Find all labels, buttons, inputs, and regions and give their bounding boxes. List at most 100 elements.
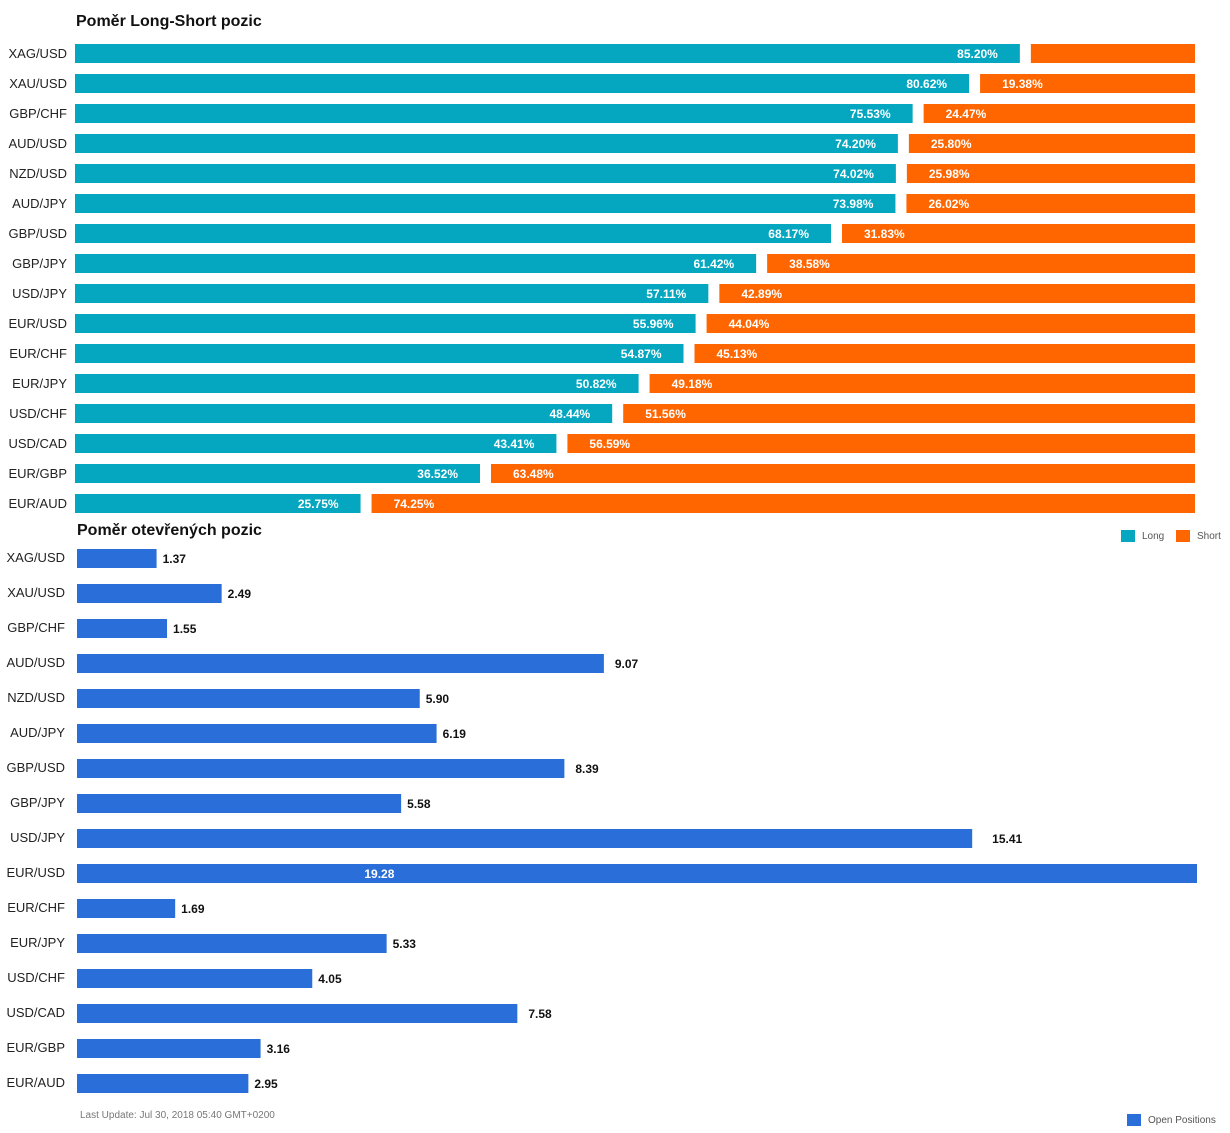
long-bar-gbp-usd (75, 224, 832, 243)
open-value-label-usd-cad: 7.58 (528, 1007, 552, 1021)
long-short-category-label-usd-jpy: USD/JPY (12, 286, 67, 301)
long-value-label-gbp-chf: 75.53% (850, 107, 891, 121)
long-bar-xag-usd (75, 44, 1020, 63)
open-category-label-xau-usd: XAU/USD (7, 585, 65, 600)
open-category-label-gbp-jpy: GBP/JPY (10, 795, 65, 810)
long-bar-eur-jpy (75, 374, 639, 393)
long-value-label-eur-gbp: 36.52% (417, 467, 458, 481)
open-bar-xag-usd (77, 549, 157, 568)
short-value-label-eur-jpy: 49.18% (672, 377, 713, 391)
long-bar-nzd-usd (75, 164, 896, 183)
long-value-label-eur-usd: 55.96% (633, 317, 674, 331)
long-value-label-xau-usd: 80.62% (906, 77, 947, 91)
long-short-category-label-eur-usd: EUR/USD (8, 316, 67, 331)
open-value-label-aud-usd: 9.07 (615, 657, 639, 671)
open-bar-usd-cad (77, 1004, 518, 1023)
open-bar-eur-usd (77, 864, 1197, 883)
short-bar-eur-gbp (491, 464, 1195, 483)
legend-long[interactable]: Long (1121, 530, 1164, 542)
open-category-label-xag-usd: XAG/USD (6, 550, 65, 565)
open-bar-aud-usd (77, 654, 604, 673)
short-bar-usd-cad (567, 434, 1195, 453)
long-bar-aud-usd (75, 134, 898, 153)
long-short-chart: XAG/USD 85.20% XAU/USD 80.62% 19.38% GBP/CHF 7… (8, 44, 1195, 513)
long-value-label-usd-cad: 43.41% (494, 437, 535, 451)
long-value-label-nzd-usd: 74.02% (833, 167, 874, 181)
open-value-label-eur-gbp: 3.16 (267, 1042, 291, 1056)
open-bar-eur-aud (77, 1074, 249, 1093)
short-bar-gbp-jpy (767, 254, 1195, 273)
open-value-label-eur-chf: 1.69 (181, 902, 205, 916)
short-value-label-usd-cad: 56.59% (589, 437, 630, 451)
open-category-label-eur-gbp: EUR/GBP (6, 1040, 65, 1055)
short-value-label-xau-usd: 19.38% (1002, 77, 1043, 91)
long-short-category-label-nzd-usd: NZD/USD (9, 166, 67, 181)
long-short-category-label-gbp-chf: GBP/CHF (9, 106, 67, 121)
short-bar-nzd-usd (906, 164, 1195, 183)
long-short-category-label-eur-jpy: EUR/JPY (12, 376, 67, 391)
legend-long-label: Long (1142, 530, 1165, 542)
legend-open-label: Open Positions (1148, 1114, 1216, 1126)
long-short-category-label-usd-chf: USD/CHF (9, 406, 67, 421)
open-category-label-usd-cad: USD/CAD (6, 1005, 65, 1020)
open-value-label-eur-jpy: 5.33 (393, 937, 417, 951)
long-bar-eur-aud (75, 494, 361, 513)
long-bar-eur-gbp (75, 464, 481, 483)
open-value-label-usd-chf: 4.05 (318, 972, 342, 986)
open-value-label-xag-usd: 1.37 (163, 552, 187, 566)
legend-long-swatch (1121, 530, 1135, 542)
long-short-category-label-aud-usd: AUD/USD (8, 136, 67, 151)
legend-open-positions[interactable]: Open Positions (1127, 1114, 1216, 1126)
long-short-category-label-usd-cad: USD/CAD (8, 436, 67, 451)
short-value-label-eur-gbp: 63.48% (513, 467, 554, 481)
long-bar-usd-chf (75, 404, 613, 423)
open-bar-gbp-usd (77, 759, 565, 778)
short-bar-xau-usd (980, 74, 1195, 93)
open-bar-gbp-jpy (77, 794, 402, 813)
short-bar-aud-jpy (906, 194, 1195, 213)
short-value-label-eur-aud: 74.25% (394, 497, 435, 511)
long-value-label-eur-chf: 54.87% (621, 347, 662, 361)
short-bar-gbp-usd (842, 224, 1195, 243)
open-value-label-gbp-jpy: 5.58 (407, 797, 431, 811)
short-bar-xag-usd (1030, 44, 1195, 63)
last-update-text: Last Update: Jul 30, 2018 05:40 GMT+0200 (80, 1110, 275, 1121)
long-short-category-label-gbp-jpy: GBP/JPY (12, 256, 67, 271)
open-bar-eur-chf (77, 899, 176, 918)
long-value-label-aud-jpy: 73.98% (833, 197, 874, 211)
long-short-category-label-gbp-usd: GBP/USD (8, 226, 67, 241)
short-bar-eur-jpy (649, 374, 1195, 393)
open-bar-usd-chf (77, 969, 313, 988)
short-value-label-gbp-usd: 31.83% (864, 227, 905, 241)
open-value-label-eur-usd: 19.28 (364, 867, 394, 881)
long-value-label-gbp-usd: 68.17% (768, 227, 809, 241)
open-value-label-eur-aud: 2.95 (254, 1077, 278, 1091)
open-category-label-eur-jpy: EUR/JPY (10, 935, 65, 950)
short-value-label-eur-usd: 44.04% (729, 317, 770, 331)
short-bar-eur-aud (371, 494, 1195, 513)
open-value-label-aud-jpy: 6.19 (443, 727, 467, 741)
legend-short[interactable]: Short (1176, 530, 1221, 542)
short-bar-eur-usd (706, 314, 1195, 333)
open-bar-eur-jpy (77, 934, 387, 953)
long-bar-gbp-jpy (75, 254, 757, 273)
short-value-label-aud-usd: 25.80% (931, 137, 972, 151)
short-value-label-gbp-jpy: 38.58% (789, 257, 830, 271)
short-value-label-aud-jpy: 26.02% (928, 197, 969, 211)
short-value-label-nzd-usd: 25.98% (929, 167, 970, 181)
open-bar-xau-usd (77, 584, 222, 603)
open-category-label-eur-chf: EUR/CHF (7, 900, 65, 915)
long-value-label-xag-usd: 85.20% (957, 47, 998, 61)
long-value-label-gbp-jpy: 61.42% (693, 257, 734, 271)
open-value-label-gbp-usd: 8.39 (575, 762, 599, 776)
short-bar-gbp-chf (923, 104, 1195, 123)
long-short-category-label-aud-jpy: AUD/JPY (12, 196, 67, 211)
open-category-label-gbp-chf: GBP/CHF (7, 620, 65, 635)
open-bar-usd-jpy (77, 829, 973, 848)
open-category-label-eur-aud: EUR/AUD (6, 1075, 65, 1090)
open-bar-aud-jpy (77, 724, 437, 743)
long-bar-xau-usd (75, 74, 970, 93)
long-bar-eur-chf (75, 344, 684, 363)
open-positions-chart-title: Poměr otevřených pozic (77, 522, 262, 539)
